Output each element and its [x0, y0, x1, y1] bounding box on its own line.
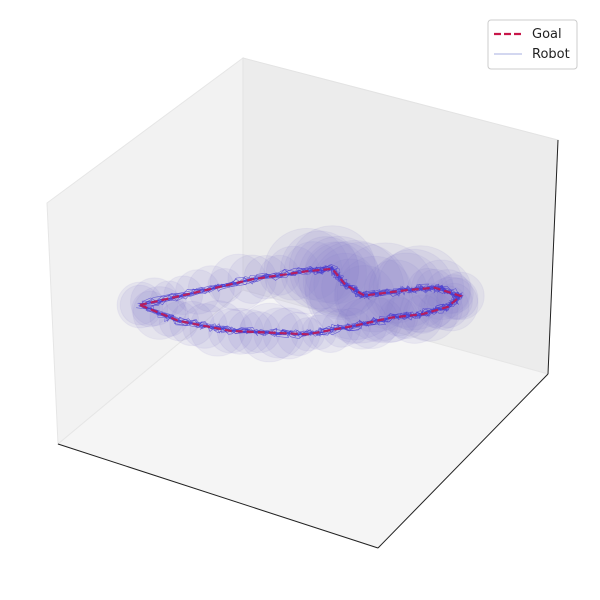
legend-frame — [487, 19, 578, 70]
y-axis-line — [377, 373, 549, 549]
goal-line — [139, 267, 463, 336]
legend: Goal Robot — [487, 19, 578, 70]
legend-goal-label: Goal — [532, 27, 562, 42]
robot-trajectory-line — [139, 265, 461, 337]
goal-trajectory — [139, 267, 463, 336]
tube-blob — [434, 274, 474, 314]
x-axis-line — [57, 443, 379, 549]
z-axis-line — [547, 139, 559, 375]
legend-robot-label: Robot — [532, 47, 570, 62]
